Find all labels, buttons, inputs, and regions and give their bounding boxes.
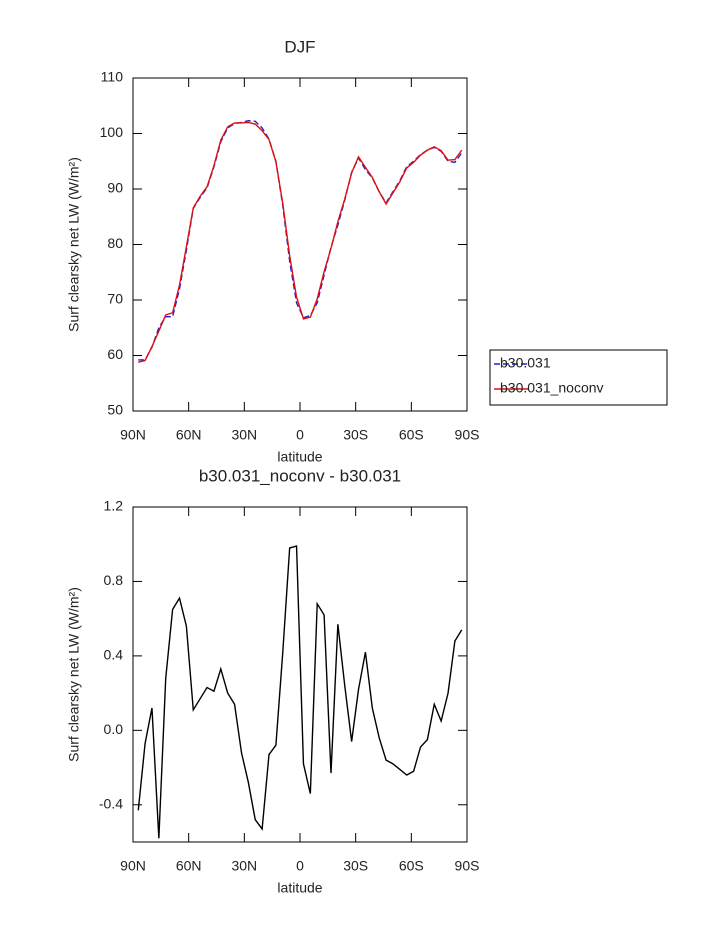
y-tick-label: -0.4 xyxy=(99,795,123,811)
x-tick-label: 30S xyxy=(343,858,368,874)
series-line xyxy=(138,121,463,363)
x-tick-label: 90S xyxy=(455,427,480,443)
series-line xyxy=(138,120,463,361)
y-axis-label: Surf clearsky net LW (W/m²) xyxy=(66,587,82,762)
y-tick-label: 110 xyxy=(101,69,124,85)
y-tick-label: 50 xyxy=(107,402,123,418)
x-tick-label: 60N xyxy=(176,858,202,874)
x-tick-label: 30S xyxy=(343,427,368,443)
legend-box xyxy=(489,349,668,406)
x-tick-label: 90S xyxy=(455,858,480,874)
y-tick-label: 0.4 xyxy=(104,647,124,663)
plot-frame xyxy=(132,77,468,412)
x-tick-label: 30N xyxy=(231,858,257,874)
series-line xyxy=(137,545,463,839)
legend-label: b30.031_noconv xyxy=(500,380,604,396)
y-tick-label: 0.0 xyxy=(104,721,124,737)
x-tick-label: 60S xyxy=(399,858,424,874)
legend-label: b30.031 xyxy=(500,355,551,371)
y-axis-label: Surf clearsky net LW (W/m²) xyxy=(66,157,82,332)
x-axis-label: latitude xyxy=(277,880,322,896)
y-tick-label: 1.2 xyxy=(104,498,124,514)
x-tick-label: 0 xyxy=(296,427,304,443)
y-tick-label: 80 xyxy=(107,235,123,251)
chart-title: b30.031_noconv - b30.031 xyxy=(199,466,401,485)
x-tick-label: 0 xyxy=(296,858,304,874)
x-tick-label: 60S xyxy=(399,427,424,443)
y-tick-label: 60 xyxy=(107,346,123,362)
chart-title: DJF xyxy=(284,37,315,56)
y-tick-label: 70 xyxy=(107,291,123,307)
x-tick-label: 60N xyxy=(176,427,202,443)
y-tick-label: 100 xyxy=(100,124,124,140)
x-axis-label: latitude xyxy=(277,449,322,465)
x-tick-label: 90N xyxy=(120,858,146,874)
y-tick-label: 90 xyxy=(107,180,123,196)
x-tick-label: 90N xyxy=(120,427,146,443)
y-tick-label: 0.8 xyxy=(104,572,124,588)
x-tick-label: 30N xyxy=(231,427,257,443)
